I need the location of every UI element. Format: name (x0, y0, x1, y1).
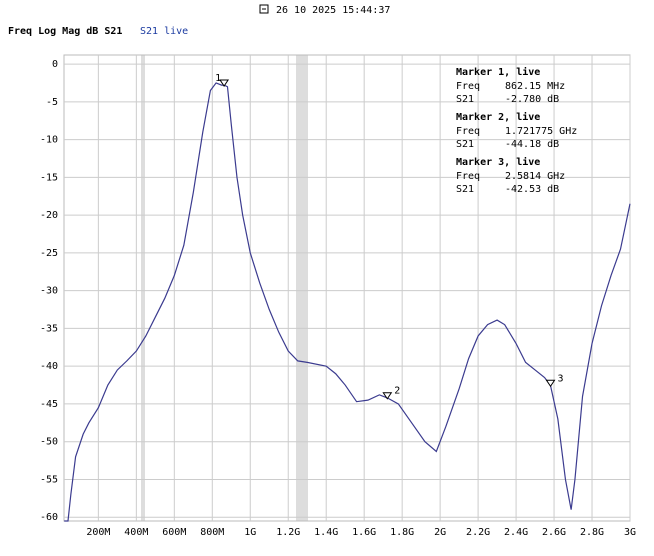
readout-key: Freq (456, 126, 480, 137)
readout-key: S21 (456, 184, 474, 195)
y-tick-label: -45 (40, 399, 58, 410)
x-tick-label: 1.6G (352, 527, 376, 538)
y-tick-label: -50 (40, 437, 58, 448)
readout-value: -44.18 dB (505, 139, 559, 150)
mode-label: Freq Log Mag dB S21 (8, 26, 122, 37)
y-tick-label: -30 (40, 286, 58, 297)
collapse-icon[interactable] (259, 4, 269, 14)
x-tick-label: 1.2G (276, 527, 300, 538)
x-tick-label: 2.4G (504, 527, 528, 538)
readout-key: S21 (456, 94, 474, 105)
timestamp: 26 10 2025 15:44:37 (276, 5, 390, 16)
readout-title: Marker 2, live (456, 111, 540, 123)
readout-title: Marker 1, live (456, 66, 540, 78)
x-tick-label: 3G (624, 527, 636, 538)
readout-value: 2.5814 GHz (505, 171, 565, 182)
x-tick-label: 2G (434, 527, 446, 538)
y-tick-label: 0 (52, 59, 58, 70)
marker (382, 392, 393, 400)
x-tick-label: 600M (162, 527, 186, 538)
marker (545, 379, 556, 388)
readout-value: 862.15 MHz (505, 81, 565, 92)
readout-key: S21 (456, 139, 474, 150)
span-band (296, 55, 308, 521)
y-tick-label: -20 (40, 210, 58, 221)
x-tick-label: 1.4G (314, 527, 338, 538)
readout-title: Marker 3, live (456, 156, 540, 168)
x-tick-label: 200M (86, 527, 110, 538)
y-tick-label: -15 (40, 172, 58, 183)
span-band (141, 55, 145, 521)
marker (219, 79, 230, 87)
x-tick-label: 400M (124, 527, 148, 538)
marker-label: 1 (215, 73, 221, 84)
y-tick-label: -25 (40, 248, 58, 259)
x-tick-label: 1G (244, 527, 256, 538)
y-tick-label: -5 (46, 97, 58, 108)
marker-label: 3 (558, 373, 564, 384)
plot-area (63, 54, 631, 522)
x-tick-label: 2.6G (542, 527, 566, 538)
marker-label: 2 (394, 386, 400, 397)
y-tick-label: -35 (40, 323, 58, 334)
x-tick-label: 2.8G (580, 527, 604, 538)
readout-key: Freq (456, 81, 480, 92)
y-tick-label: -40 (40, 361, 58, 372)
readout-value: -42.53 dB (505, 184, 559, 195)
y-tick-label: -55 (40, 474, 58, 485)
x-tick-label: 2.2G (466, 527, 490, 538)
x-tick-label: 1.8G (390, 527, 414, 538)
x-tick-label: 800M (200, 527, 224, 538)
readout-value: -2.780 dB (505, 94, 559, 105)
y-tick-label: -60 (40, 512, 58, 523)
trace-line (64, 82, 631, 522)
y-tick-label: -10 (40, 135, 58, 146)
trace-label: S21 live (140, 26, 188, 37)
readout-key: Freq (456, 171, 480, 182)
readout-value: 1.721775 GHz (505, 126, 577, 137)
